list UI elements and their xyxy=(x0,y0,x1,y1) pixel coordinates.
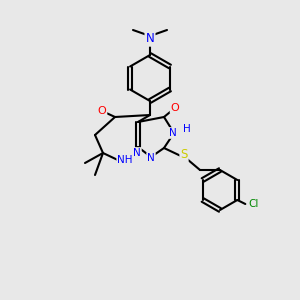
Text: O: O xyxy=(171,103,179,113)
Text: H: H xyxy=(183,124,191,134)
Text: N: N xyxy=(146,32,154,46)
Text: Cl: Cl xyxy=(248,199,259,209)
Text: N: N xyxy=(147,153,155,163)
Text: N: N xyxy=(169,128,177,138)
Text: N: N xyxy=(146,32,154,46)
Text: N: N xyxy=(133,148,141,158)
Text: S: S xyxy=(180,148,188,161)
Text: O: O xyxy=(98,106,106,116)
Text: NH: NH xyxy=(117,155,133,165)
